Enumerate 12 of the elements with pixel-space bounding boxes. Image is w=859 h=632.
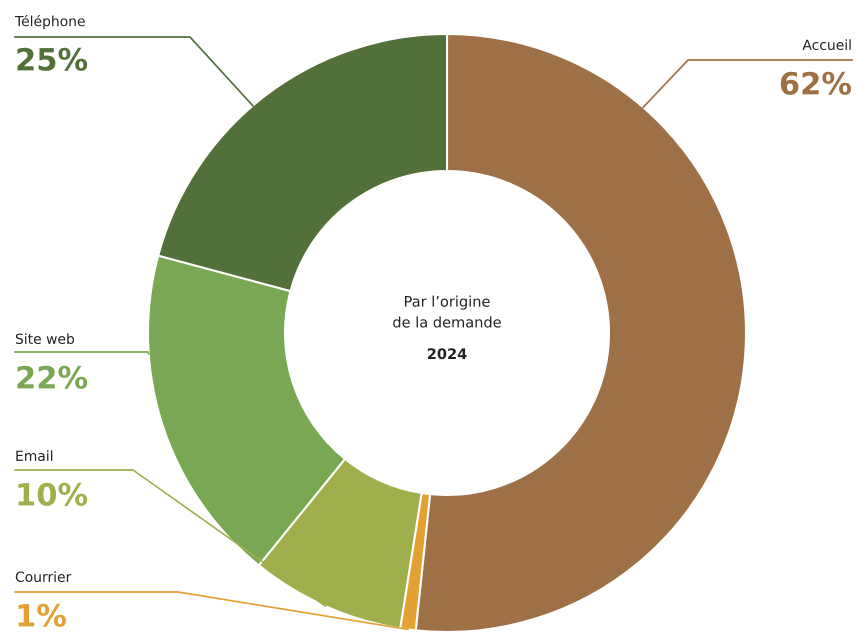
slice-label: Site web [16,333,74,344]
text: 2024 [428,348,467,360]
data-label: 25% [17,48,88,71]
data-label: 10% [18,482,88,506]
slice-label: Accueil [802,39,851,50]
text: Par l’origine de la demande [393,296,501,328]
slice-label: Courrier [16,571,72,582]
data-label: 1% [18,604,66,627]
data-label: 62% [780,72,852,95]
slice-label: Email [16,450,52,462]
slice-label: Téléphone [14,15,85,29]
data-label: 22% [17,366,88,389]
